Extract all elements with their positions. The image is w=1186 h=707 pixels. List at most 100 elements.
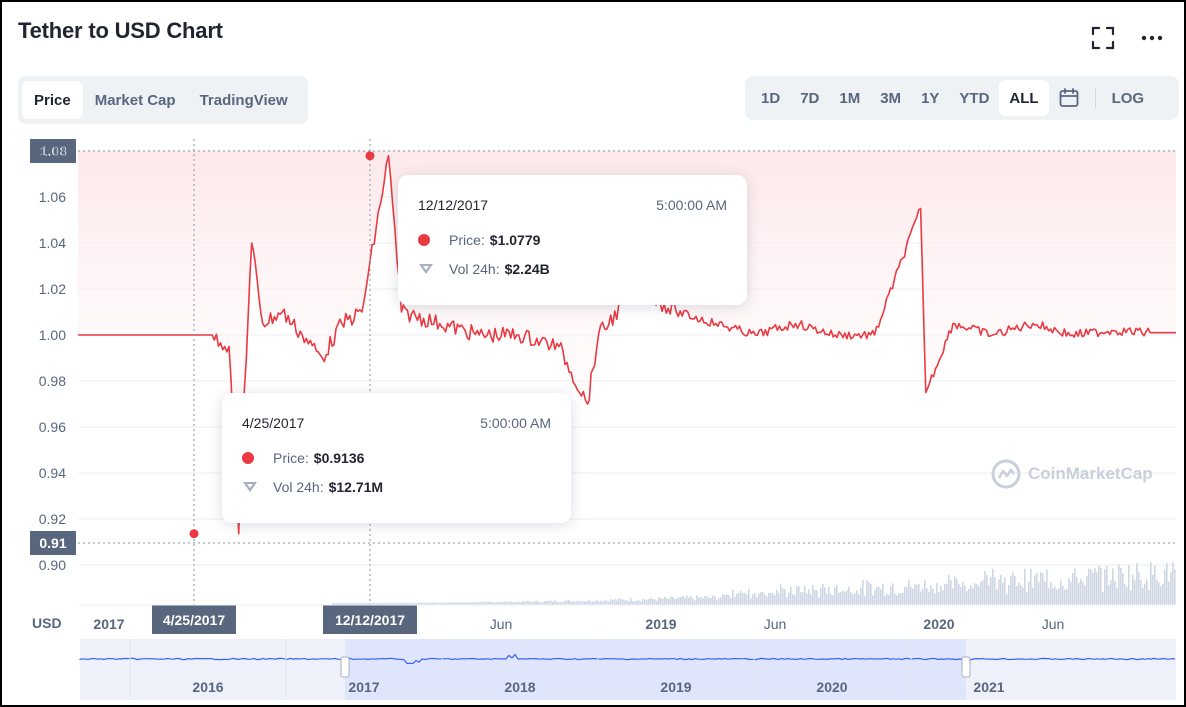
- volume-bar: [886, 593, 888, 605]
- volume-bar: [512, 602, 514, 605]
- volume-bar: [386, 602, 388, 605]
- volume-bar: [1076, 576, 1078, 605]
- volume-bar: [578, 600, 580, 605]
- volume-bar: [874, 589, 876, 605]
- coinmarketcap-watermark: CoinMarketCap: [990, 458, 1153, 490]
- x-tick-label: Jun: [490, 616, 513, 632]
- volume-bar: [836, 585, 838, 605]
- volume-bar: [740, 590, 742, 605]
- volume-bar: [856, 590, 858, 605]
- range-1y[interactable]: 1Y: [921, 89, 940, 107]
- volume-bar: [552, 601, 554, 605]
- calendar-icon[interactable]: [1049, 80, 1089, 116]
- fullscreen-icon[interactable]: [1089, 24, 1117, 52]
- tooltip-date: 4/25/2017: [242, 415, 305, 431]
- x-date-badge-label: 12/12/2017: [335, 612, 405, 628]
- log-scale-toggle[interactable]: LOG: [1111, 89, 1145, 107]
- volume-bar: [636, 600, 638, 605]
- more-horizontal-icon[interactable]: [1138, 24, 1166, 52]
- range-7d[interactable]: 7D: [800, 89, 820, 107]
- y-tick-label: 0.96: [39, 419, 66, 435]
- volume-bar: [988, 585, 990, 605]
- volume-bar: [914, 584, 916, 605]
- highlight-point[interactable]: [365, 151, 375, 161]
- volume-bar: [542, 601, 544, 605]
- volume-bar: [1006, 594, 1008, 605]
- volume-bar: [908, 579, 910, 605]
- volume-bar: [820, 587, 822, 605]
- volume-bar: [724, 594, 726, 605]
- volume-bar: [382, 602, 384, 605]
- tab-tradingview[interactable]: TradingView: [199, 91, 288, 109]
- volume-bar: [1012, 572, 1014, 605]
- navigator-handle-right[interactable]: [961, 656, 971, 678]
- volume-bar: [660, 598, 662, 605]
- volume-bar: [920, 591, 922, 605]
- volume-bar: [588, 599, 590, 605]
- volume-bar: [532, 602, 534, 605]
- volume-bar: [670, 596, 672, 605]
- range-all[interactable]: ALL: [999, 80, 1049, 116]
- range-1d[interactable]: 1D: [761, 89, 781, 107]
- volume-bar: [730, 598, 732, 605]
- volume-bar: [952, 588, 954, 605]
- highlight-point[interactable]: [189, 529, 199, 539]
- volume-bar: [842, 590, 844, 605]
- volume-bar: [570, 601, 572, 605]
- volume-bar: [822, 583, 824, 605]
- volume-bar: [412, 602, 414, 605]
- volume-bar: [668, 598, 670, 605]
- range-3m[interactable]: 3M: [880, 89, 902, 107]
- volume-bar: [372, 602, 374, 605]
- volume-bar: [628, 601, 630, 605]
- range-ytd[interactable]: YTD: [959, 89, 990, 107]
- volume-bar: [658, 597, 660, 605]
- volume-bar: [930, 585, 932, 605]
- tab-market-cap[interactable]: Market Cap: [94, 91, 176, 109]
- volume-bar: [850, 592, 852, 605]
- x-tick-label: 2017: [93, 616, 124, 632]
- volume-bar: [388, 602, 390, 605]
- volume-bar: [468, 602, 470, 605]
- volume-bar: [1138, 571, 1140, 605]
- volume-bar: [630, 598, 632, 605]
- volume-bar: [500, 602, 502, 605]
- tab-price[interactable]: Price: [22, 81, 83, 119]
- range-1m[interactable]: 1M: [839, 89, 861, 107]
- volume-bar: [890, 586, 892, 605]
- navigator-year-label: 2019: [660, 679, 691, 695]
- volume-bar: [1156, 579, 1158, 605]
- volume-bar: [340, 602, 342, 605]
- volume-bar: [476, 602, 478, 605]
- volume-bar: [1144, 583, 1146, 605]
- volume-bar: [1174, 569, 1176, 605]
- volume-bar: [646, 599, 648, 605]
- volume-bar: [1120, 567, 1122, 605]
- tooltip-vol-value: $2.24B: [504, 261, 550, 277]
- volume-bar: [992, 568, 994, 605]
- volume-bar: [534, 600, 536, 605]
- volume-bar: [790, 586, 792, 605]
- volume-bar: [530, 601, 532, 605]
- volume-bar: [690, 596, 692, 605]
- volume-bar: [642, 598, 644, 605]
- volume-bar: [1028, 581, 1030, 605]
- chart-type-tabs: Price Market Cap TradingView: [18, 76, 308, 124]
- volume-bar: [1072, 573, 1074, 605]
- volume-bar: [686, 595, 688, 605]
- volume-bar: [852, 594, 854, 605]
- volume-bar: [720, 597, 722, 605]
- volume-bar: [396, 602, 398, 605]
- volume-shield-icon: [243, 482, 257, 492]
- volume-bar: [1168, 581, 1170, 605]
- volume-bar: [576, 601, 578, 605]
- navigator-selection[interactable]: [345, 639, 966, 700]
- navigator-handle-left[interactable]: [340, 656, 350, 678]
- volume-bar: [772, 593, 774, 605]
- volume-bar: [650, 597, 652, 605]
- volume-bar: [950, 579, 952, 605]
- volume-bar: [332, 603, 334, 605]
- volume-bar: [764, 594, 766, 605]
- volume-bar: [932, 588, 934, 605]
